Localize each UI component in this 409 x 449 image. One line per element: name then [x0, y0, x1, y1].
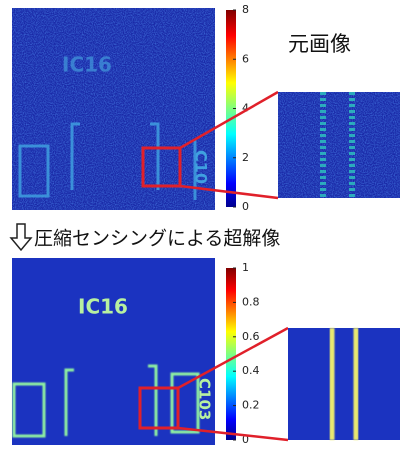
colorbar-ticks: 00.20.40.60.81	[233, 261, 260, 446]
image-text: C103	[196, 378, 214, 420]
figure: IC16 C10 02468 元画像 圧縮センシングによる超解像 IC16 C1…	[0, 0, 409, 449]
colorbar-tick-label: 2	[242, 151, 249, 164]
image-text: IC16	[78, 295, 128, 319]
zoom-inset	[288, 328, 400, 440]
colorbar-tick-label: 0.4	[242, 364, 260, 377]
colorbar-tick-label: 0.2	[242, 399, 260, 412]
image-text: C10	[192, 150, 211, 184]
colorbar-tick-label: 0	[242, 200, 249, 213]
reconstructed-image: IC16 C103	[12, 258, 215, 445]
zoom-inset	[278, 92, 400, 198]
colorbar-tick-label: 0.6	[242, 330, 260, 343]
caption: 圧縮センシングによる超解像	[34, 228, 280, 250]
colorbar-tick-label: 6	[242, 52, 249, 65]
original-label: 元画像	[288, 32, 351, 56]
colorbar	[226, 268, 236, 440]
colorbar-tick-label: 0.8	[242, 295, 260, 308]
colorbar-tick-label: 1	[242, 261, 249, 274]
image-text: IC16	[62, 53, 112, 77]
original-image: IC16 C10	[12, 8, 215, 210]
down-arrow	[11, 224, 31, 250]
page: IC16 C10 02468 元画像 圧縮センシングによる超解像 IC16 C1…	[0, 0, 409, 449]
colorbar-tick-label: 8	[242, 3, 249, 16]
